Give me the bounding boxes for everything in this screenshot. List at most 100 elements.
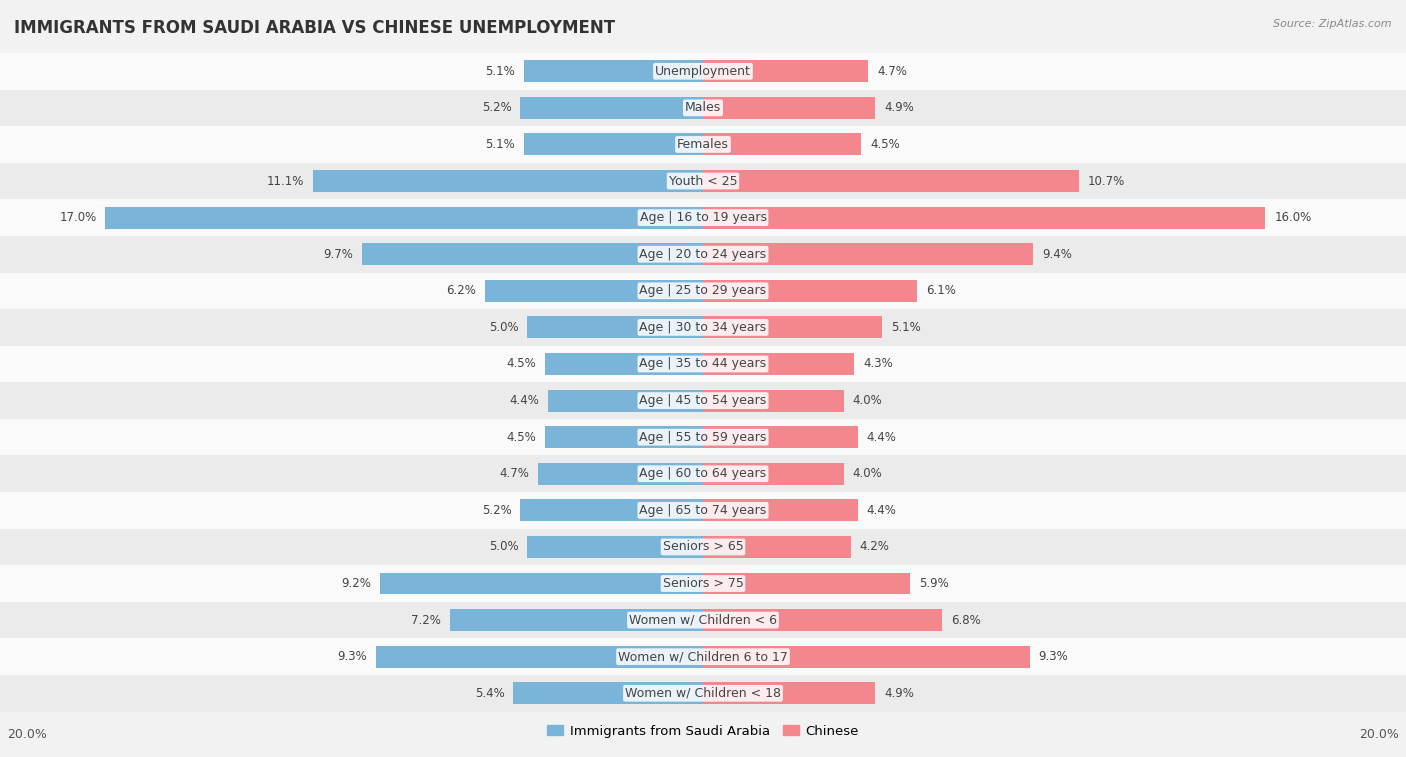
Text: 5.1%: 5.1% (485, 138, 515, 151)
Bar (0, 528, 1406, 565)
Text: Age | 30 to 34 years: Age | 30 to 34 years (640, 321, 766, 334)
Text: 4.4%: 4.4% (866, 431, 896, 444)
Bar (546, 426, 703, 448)
Text: Seniors > 75: Seniors > 75 (662, 577, 744, 590)
Bar (703, 426, 858, 448)
Bar (703, 609, 942, 631)
Text: 5.1%: 5.1% (891, 321, 921, 334)
Text: Age | 16 to 19 years: Age | 16 to 19 years (640, 211, 766, 224)
Bar (0, 565, 1406, 602)
Text: Age | 35 to 44 years: Age | 35 to 44 years (640, 357, 766, 370)
Bar (703, 316, 883, 338)
Bar (0, 346, 1406, 382)
Text: Females: Females (678, 138, 728, 151)
Text: Age | 45 to 54 years: Age | 45 to 54 years (640, 394, 766, 407)
Bar (0, 419, 1406, 456)
Bar (0, 126, 1406, 163)
Bar (520, 97, 703, 119)
Bar (524, 61, 703, 83)
Bar (703, 97, 875, 119)
Legend: Immigrants from Saudi Arabia, Chinese: Immigrants from Saudi Arabia, Chinese (541, 719, 865, 743)
Text: 4.2%: 4.2% (859, 540, 889, 553)
Text: 20.0%: 20.0% (1360, 727, 1399, 741)
Bar (0, 53, 1406, 89)
Text: 9.4%: 9.4% (1042, 248, 1071, 260)
Text: 11.1%: 11.1% (267, 175, 304, 188)
Bar (0, 382, 1406, 419)
Text: Age | 20 to 24 years: Age | 20 to 24 years (640, 248, 766, 260)
Bar (703, 170, 1080, 192)
Text: 5.0%: 5.0% (489, 321, 519, 334)
Bar (450, 609, 703, 631)
Text: Unemployment: Unemployment (655, 65, 751, 78)
Bar (527, 316, 703, 338)
Bar (105, 207, 703, 229)
Text: 4.5%: 4.5% (870, 138, 900, 151)
Text: Males: Males (685, 101, 721, 114)
Bar (314, 170, 703, 192)
Text: Age | 60 to 64 years: Age | 60 to 64 years (640, 467, 766, 480)
Text: 17.0%: 17.0% (59, 211, 97, 224)
Bar (0, 456, 1406, 492)
Bar (703, 133, 860, 155)
Bar (380, 572, 703, 594)
Bar (0, 602, 1406, 638)
Text: Women w/ Children < 6: Women w/ Children < 6 (628, 614, 778, 627)
Text: 4.5%: 4.5% (506, 431, 536, 444)
Text: 20.0%: 20.0% (7, 727, 46, 741)
Text: 6.8%: 6.8% (950, 614, 980, 627)
Bar (703, 572, 911, 594)
Bar (703, 646, 1029, 668)
Text: 4.4%: 4.4% (510, 394, 540, 407)
Text: 9.3%: 9.3% (1039, 650, 1069, 663)
Text: 9.3%: 9.3% (337, 650, 367, 663)
Bar (703, 463, 844, 484)
Text: 16.0%: 16.0% (1274, 211, 1312, 224)
Text: 10.7%: 10.7% (1088, 175, 1125, 188)
Text: 6.1%: 6.1% (927, 285, 956, 298)
Text: 5.9%: 5.9% (920, 577, 949, 590)
Bar (0, 199, 1406, 236)
Bar (548, 390, 703, 412)
Bar (703, 61, 869, 83)
Text: 4.7%: 4.7% (877, 65, 907, 78)
Text: 5.1%: 5.1% (485, 65, 515, 78)
Bar (527, 536, 703, 558)
Bar (703, 536, 851, 558)
Text: Women w/ Children 6 to 17: Women w/ Children 6 to 17 (619, 650, 787, 663)
Bar (546, 353, 703, 375)
Text: 6.2%: 6.2% (447, 285, 477, 298)
Bar (363, 243, 703, 265)
Bar (524, 133, 703, 155)
Bar (0, 236, 1406, 273)
Bar (0, 163, 1406, 199)
Text: Seniors > 65: Seniors > 65 (662, 540, 744, 553)
Text: 5.2%: 5.2% (482, 101, 512, 114)
Bar (375, 646, 703, 668)
Bar (703, 207, 1265, 229)
Text: 4.0%: 4.0% (852, 394, 882, 407)
Text: Age | 55 to 59 years: Age | 55 to 59 years (640, 431, 766, 444)
Text: Source: ZipAtlas.com: Source: ZipAtlas.com (1274, 19, 1392, 29)
Bar (0, 492, 1406, 528)
Bar (703, 390, 844, 412)
Text: 5.0%: 5.0% (489, 540, 519, 553)
Text: 9.2%: 9.2% (342, 577, 371, 590)
Text: Women w/ Children < 18: Women w/ Children < 18 (626, 687, 780, 699)
Bar (703, 353, 855, 375)
Text: 7.2%: 7.2% (412, 614, 441, 627)
Text: 4.7%: 4.7% (499, 467, 529, 480)
Bar (703, 243, 1033, 265)
Text: 9.7%: 9.7% (323, 248, 353, 260)
Text: IMMIGRANTS FROM SAUDI ARABIA VS CHINESE UNEMPLOYMENT: IMMIGRANTS FROM SAUDI ARABIA VS CHINESE … (14, 19, 616, 37)
Bar (485, 280, 703, 302)
Bar (513, 682, 703, 704)
Text: 4.5%: 4.5% (506, 357, 536, 370)
Bar (703, 500, 858, 522)
Bar (0, 309, 1406, 346)
Text: 5.4%: 5.4% (475, 687, 505, 699)
Bar (0, 273, 1406, 309)
Bar (0, 638, 1406, 675)
Bar (0, 675, 1406, 712)
Bar (520, 500, 703, 522)
